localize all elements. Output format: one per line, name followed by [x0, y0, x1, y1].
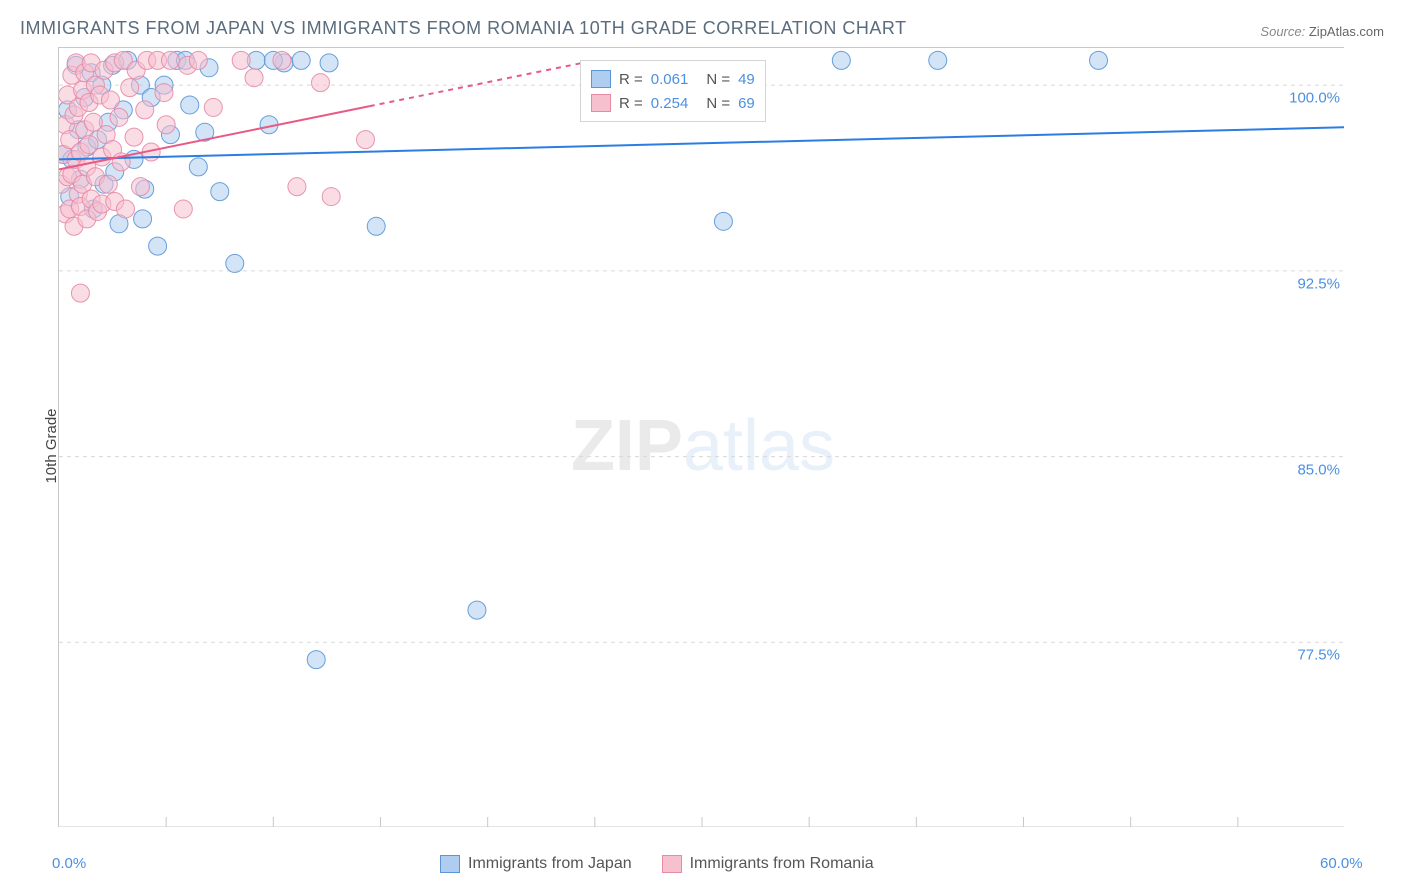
source-attribution: Source: ZipAtlas.com	[1260, 24, 1384, 39]
source-label: Source:	[1260, 24, 1305, 39]
legend-swatch	[591, 94, 611, 112]
scatter-chart	[58, 47, 1344, 827]
legend-r-value: 0.254	[651, 95, 689, 112]
legend-swatch	[662, 855, 682, 873]
legend-r-value: 0.061	[651, 71, 689, 88]
legend-series: Immigrants from Japan Immigrants from Rom…	[440, 855, 874, 873]
legend-r-label: R =	[619, 71, 643, 88]
chart-title: IMMIGRANTS FROM JAPAN VS IMMIGRANTS FROM…	[20, 18, 907, 39]
legend-swatch	[591, 70, 611, 88]
legend-n-label: N =	[706, 71, 730, 88]
legend-n-value: 69	[738, 95, 755, 112]
legend-r-label: R =	[619, 95, 643, 112]
y-tick-label: 100.0%	[1289, 90, 1340, 107]
legend-stat-row: R = 0.254 N = 69	[591, 91, 755, 115]
legend-series-name: Immigrants from Japan	[468, 855, 632, 873]
legend-n-label: N =	[706, 95, 730, 112]
x-axis-min: 0.0%	[52, 855, 86, 872]
source-value: ZipAtlas.com	[1309, 24, 1384, 39]
x-axis-max: 60.0%	[1320, 855, 1363, 872]
legend-series-item: Immigrants from Romania	[662, 855, 874, 873]
legend-swatch	[440, 855, 460, 873]
legend-stats: R = 0.061 N = 49 R = 0.254 N = 69	[580, 60, 766, 122]
y-tick-label: 92.5%	[1297, 275, 1340, 292]
y-tick-label: 85.0%	[1297, 461, 1340, 478]
legend-series-name: Immigrants from Romania	[690, 855, 874, 873]
legend-n-value: 49	[738, 71, 755, 88]
legend-stat-row: R = 0.061 N = 49	[591, 67, 755, 91]
y-tick-label: 77.5%	[1297, 647, 1340, 664]
legend-series-item: Immigrants from Japan	[440, 855, 632, 873]
